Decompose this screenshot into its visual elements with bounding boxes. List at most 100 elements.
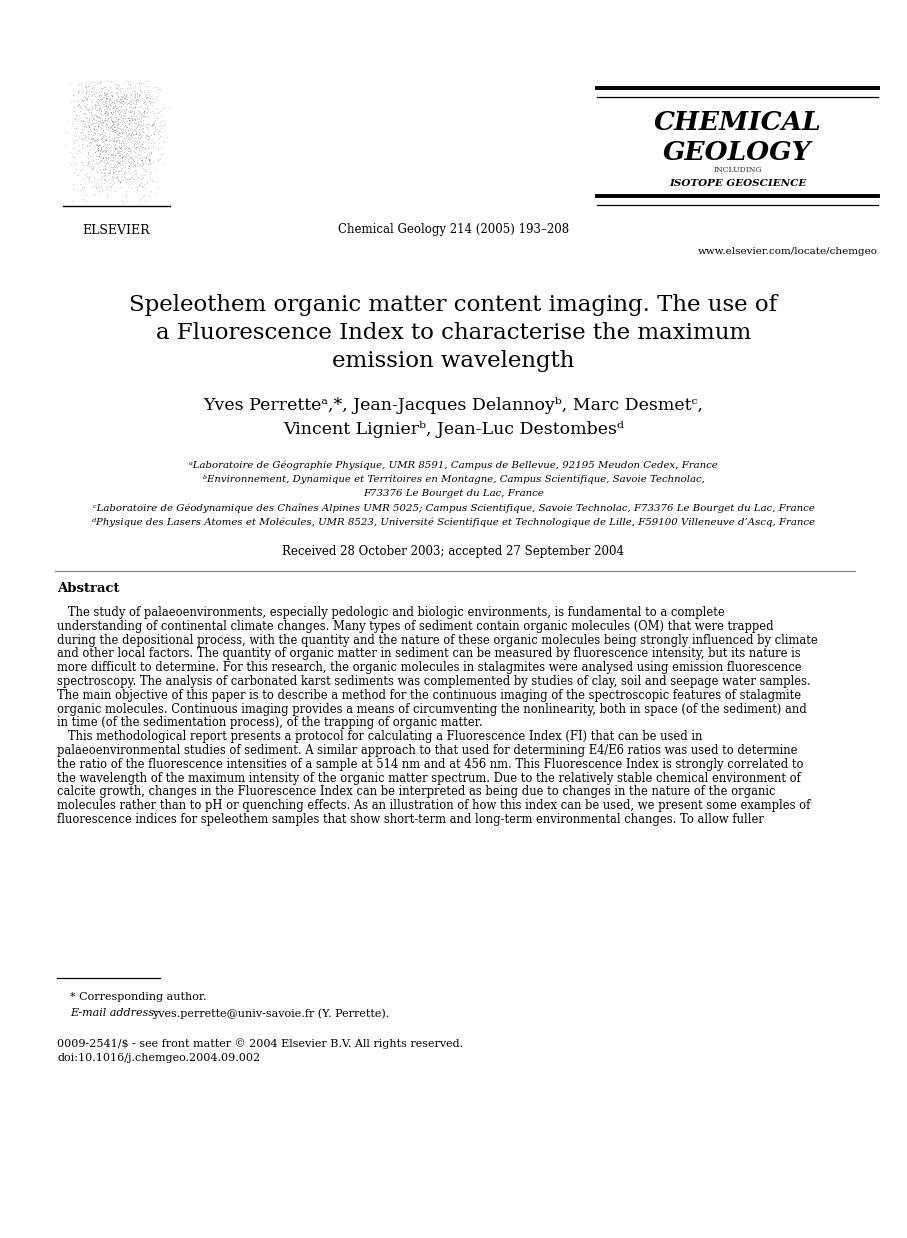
- Text: The main objective of this paper is to describe a method for the continuous imag: The main objective of this paper is to d…: [57, 688, 801, 702]
- Point: [123, 155, 138, 175]
- Point: [117, 140, 132, 160]
- Point: [148, 160, 162, 180]
- Point: [127, 170, 141, 189]
- Point: [79, 82, 93, 102]
- Point: [102, 94, 116, 114]
- Point: [86, 186, 101, 206]
- Point: [151, 139, 165, 158]
- Point: [72, 83, 86, 103]
- Point: [112, 137, 127, 157]
- Point: [67, 98, 82, 118]
- Point: [118, 146, 132, 166]
- Point: [88, 142, 102, 162]
- Point: [126, 141, 141, 161]
- Text: yves.perrette@univ-savoie.fr (Y. Perrette).: yves.perrette@univ-savoie.fr (Y. Perrett…: [152, 1008, 389, 1019]
- Point: [143, 125, 158, 145]
- Point: [96, 147, 111, 167]
- Point: [66, 152, 81, 172]
- Point: [93, 124, 108, 144]
- Point: [121, 102, 135, 121]
- Point: [100, 186, 114, 206]
- Point: [138, 152, 152, 172]
- Point: [81, 77, 95, 97]
- Point: [115, 146, 130, 166]
- Point: [112, 99, 127, 119]
- Point: [104, 99, 119, 119]
- Point: [112, 145, 126, 165]
- Point: [141, 139, 156, 158]
- Point: [119, 116, 133, 136]
- Point: [128, 110, 142, 130]
- Point: [117, 88, 132, 108]
- Point: [131, 128, 145, 147]
- Point: [125, 102, 140, 121]
- Point: [132, 132, 147, 152]
- Point: [62, 73, 76, 93]
- Point: [111, 154, 125, 173]
- Text: in time (of the sedimentation process), of the trapping of organic matter.: in time (of the sedimentation process), …: [57, 717, 483, 729]
- Point: [76, 85, 91, 105]
- Point: [84, 151, 99, 171]
- Point: [97, 140, 112, 160]
- Point: [148, 110, 162, 130]
- Text: the wavelength of the maximum intensity of the organic matter spectrum. Due to t: the wavelength of the maximum intensity …: [57, 771, 801, 785]
- Point: [78, 126, 93, 146]
- Point: [127, 98, 141, 118]
- Point: [109, 89, 123, 109]
- Point: [145, 137, 160, 157]
- Point: [108, 95, 122, 115]
- Point: [109, 168, 123, 188]
- Point: [107, 141, 122, 161]
- Point: [71, 165, 85, 184]
- Point: [94, 113, 109, 132]
- Point: [121, 83, 135, 103]
- Point: [94, 150, 109, 170]
- Point: [128, 155, 142, 175]
- Point: [92, 177, 106, 197]
- Point: [99, 130, 113, 150]
- Text: molecules rather than to pH or quenching effects. As an illustration of how this: molecules rather than to pH or quenching…: [57, 800, 810, 812]
- Point: [112, 121, 126, 141]
- Point: [105, 162, 120, 182]
- Point: [99, 141, 113, 161]
- Point: [122, 170, 136, 189]
- Point: [115, 150, 130, 170]
- Point: [144, 154, 159, 173]
- Point: [97, 163, 112, 183]
- Point: [102, 162, 117, 182]
- Point: [121, 129, 135, 149]
- Point: [86, 129, 101, 149]
- Point: [100, 114, 114, 134]
- Point: [110, 139, 124, 158]
- Point: [109, 114, 123, 134]
- Point: [83, 123, 97, 142]
- Point: [150, 79, 164, 99]
- Point: [123, 92, 138, 111]
- Point: [88, 82, 102, 102]
- Point: [106, 93, 121, 113]
- Text: This methodological report presents a protocol for calculating a Fluorescence In: This methodological report presents a pr…: [57, 730, 702, 743]
- Point: [114, 158, 129, 178]
- Point: [76, 189, 91, 209]
- Point: [140, 71, 154, 90]
- Point: [99, 137, 113, 157]
- Point: [137, 186, 151, 206]
- Point: [89, 140, 103, 160]
- Point: [84, 104, 99, 124]
- Point: [122, 120, 136, 140]
- Point: [130, 87, 144, 106]
- Point: [124, 78, 139, 98]
- Point: [143, 144, 158, 163]
- Point: [149, 88, 163, 108]
- Point: [131, 128, 145, 147]
- Point: [88, 94, 102, 114]
- Point: [134, 173, 149, 193]
- Point: [111, 102, 125, 121]
- Point: [102, 113, 117, 132]
- Point: [111, 115, 125, 135]
- Point: [78, 139, 93, 158]
- Point: [93, 137, 108, 157]
- Point: [135, 172, 150, 192]
- Point: [140, 77, 154, 97]
- Point: [142, 151, 157, 171]
